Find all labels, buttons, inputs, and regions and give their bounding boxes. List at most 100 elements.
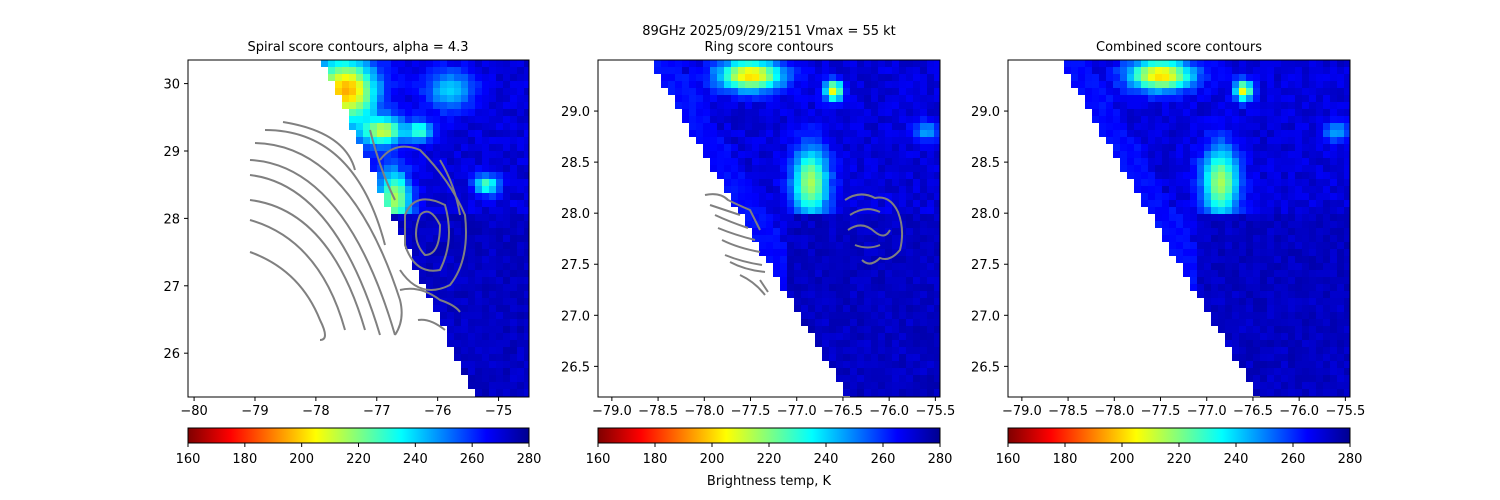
- heat-cell: [335, 67, 342, 74]
- heat-cell: [524, 144, 529, 151]
- heat-cell: [1204, 109, 1211, 116]
- heat-cell: [815, 151, 822, 158]
- heat-cell: [920, 249, 927, 256]
- heat-cell: [808, 326, 815, 333]
- heat-cell: [1190, 186, 1197, 193]
- heat-cell: [808, 172, 815, 179]
- heat-cell: [349, 74, 356, 81]
- heat-cell: [503, 221, 510, 228]
- heat-cell: [1197, 109, 1204, 116]
- heat-cell: [1323, 228, 1330, 235]
- heat-cell: [1239, 291, 1246, 298]
- heat-cell: [1330, 144, 1337, 151]
- heat-cell: [524, 214, 529, 221]
- heat-cell: [766, 193, 773, 200]
- heat-cell: [801, 67, 808, 74]
- heat-cell: [1113, 137, 1120, 144]
- heat-cell: [745, 60, 752, 67]
- heat-cell: [752, 207, 759, 214]
- y-tick-label: 29.0: [561, 105, 590, 120]
- heat-cell: [899, 368, 906, 375]
- heat-cell: [1309, 375, 1316, 382]
- heat-cell: [412, 116, 419, 123]
- heat-cell: [335, 74, 342, 81]
- heat-cell: [696, 88, 703, 95]
- heat-cell: [510, 235, 517, 242]
- heat-cell: [1218, 137, 1225, 144]
- heat-cell: [489, 116, 496, 123]
- heat-cell: [1330, 228, 1337, 235]
- heat-cell: [1274, 347, 1281, 354]
- heat-cell: [1134, 123, 1141, 130]
- heat-cell: [391, 74, 398, 81]
- heat-cell: [752, 123, 759, 130]
- heat-cell: [857, 340, 864, 347]
- heat-cell: [913, 354, 920, 361]
- heat-cell: [503, 375, 510, 382]
- heat-cell: [524, 263, 529, 270]
- heat-cell: [892, 333, 899, 340]
- heat-cell: [1253, 123, 1260, 130]
- heat-cell: [1260, 291, 1267, 298]
- heat-cell: [1155, 214, 1162, 221]
- heat-cell: [927, 382, 934, 389]
- heat-cell: [780, 249, 787, 256]
- heat-cell: [766, 186, 773, 193]
- heat-cell: [878, 270, 885, 277]
- heat-cell: [461, 193, 468, 200]
- heat-cell: [815, 193, 822, 200]
- heat-cell: [766, 137, 773, 144]
- heat-cell: [836, 277, 843, 284]
- heat-cell: [461, 284, 468, 291]
- heat-cell: [524, 354, 529, 361]
- heat-cell: [1197, 291, 1204, 298]
- heat-cell: [1176, 123, 1183, 130]
- heat-cell: [1204, 221, 1211, 228]
- heat-cell: [836, 242, 843, 249]
- heat-cell: [850, 291, 857, 298]
- heat-cell: [419, 172, 426, 179]
- heat-cell: [829, 354, 836, 361]
- heat-cell: [426, 207, 433, 214]
- heat-cell: [510, 179, 517, 186]
- heat-cell: [1218, 88, 1225, 95]
- heat-cell: [1183, 228, 1190, 235]
- heat-cell: [440, 249, 447, 256]
- heat-cell: [1337, 207, 1344, 214]
- heat-cell: [1295, 207, 1302, 214]
- heat-cell: [468, 368, 475, 375]
- heat-cell: [1337, 249, 1344, 256]
- heat-cell: [1169, 109, 1176, 116]
- heat-cell: [1295, 88, 1302, 95]
- heat-cell: [801, 319, 808, 326]
- heat-cell: [1218, 130, 1225, 137]
- heat-cell: [724, 74, 731, 81]
- heat-cell: [1344, 361, 1350, 368]
- heat-cell: [1169, 137, 1176, 144]
- heat-cell: [752, 179, 759, 186]
- heat-cell: [759, 242, 766, 249]
- heat-cell: [1281, 340, 1288, 347]
- heat-cell: [433, 88, 440, 95]
- heat-cell: [524, 242, 529, 249]
- heat-cell: [510, 123, 517, 130]
- heat-cell: [1169, 165, 1176, 172]
- heat-cell: [745, 137, 752, 144]
- heat-cell: [822, 221, 829, 228]
- heat-cell: [1309, 340, 1316, 347]
- heat-cell: [419, 137, 426, 144]
- heat-cell: [461, 333, 468, 340]
- heat-cell: [1190, 193, 1197, 200]
- heat-cell: [661, 60, 668, 67]
- heat-cell: [496, 270, 503, 277]
- heat-cell: [349, 60, 356, 67]
- heat-cell: [447, 277, 454, 284]
- heat-cell: [1281, 263, 1288, 270]
- heat-cell: [517, 256, 524, 263]
- heat-cell: [1127, 88, 1134, 95]
- heat-cell: [871, 277, 878, 284]
- heat-cell: [892, 193, 899, 200]
- heat-cell: [524, 382, 529, 389]
- heat-cell: [934, 207, 940, 214]
- heat-cell: [738, 137, 745, 144]
